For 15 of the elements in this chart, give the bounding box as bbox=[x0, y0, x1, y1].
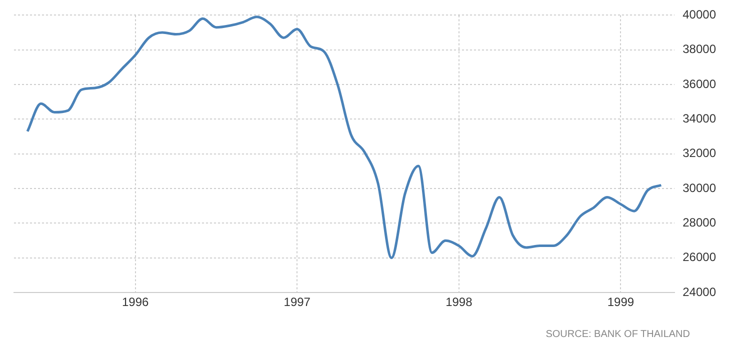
y-tick-label: 40000 bbox=[682, 8, 716, 22]
y-tick-label: 26000 bbox=[682, 250, 716, 264]
x-tick-label: 1998 bbox=[446, 295, 473, 310]
y-tick-label: 24000 bbox=[682, 284, 716, 299]
y-tick-label: 36000 bbox=[682, 76, 716, 91]
source-note: SOURCE: BANK OF THAILAND bbox=[546, 329, 690, 340]
x-tick-label: 1999 bbox=[607, 295, 634, 310]
line-series bbox=[26, 16, 662, 260]
y-tick-label: 34000 bbox=[682, 112, 716, 126]
y-tick-label: 32000 bbox=[682, 146, 716, 160]
y-tick-label: 38000 bbox=[682, 42, 716, 56]
y-tick-label: 28000 bbox=[682, 216, 716, 230]
y-tick-label: 30000 bbox=[682, 180, 716, 195]
x-tick-label: 1996 bbox=[122, 295, 150, 310]
x-tick-label: 1997 bbox=[284, 295, 311, 310]
